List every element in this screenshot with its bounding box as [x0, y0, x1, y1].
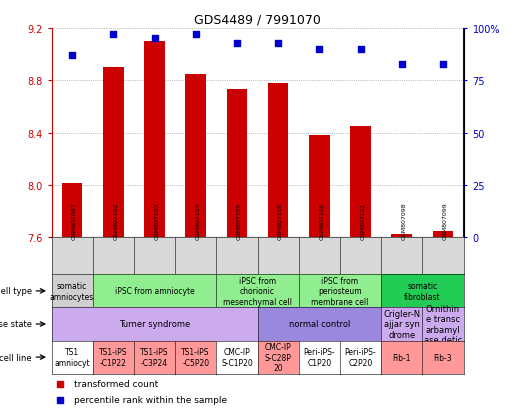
- Text: CMC-IP
S-C1P20: CMC-IP S-C1P20: [221, 348, 253, 367]
- Text: normal control: normal control: [288, 320, 350, 329]
- Text: GSM807101: GSM807101: [360, 202, 366, 240]
- Text: Fib-1: Fib-1: [392, 353, 411, 362]
- Text: Peri-iPS-
C1P20: Peri-iPS- C1P20: [303, 348, 335, 367]
- Text: GSM807100: GSM807100: [319, 202, 324, 240]
- Text: somatic
fibroblast: somatic fibroblast: [404, 282, 441, 301]
- Text: TS1-iPS
-C3P24: TS1-iPS -C3P24: [140, 348, 169, 367]
- Text: Crigler-N
ajjar syn
drome: Crigler-N ajjar syn drome: [383, 309, 420, 339]
- Text: GSM807106: GSM807106: [278, 202, 283, 240]
- Bar: [350, 127, 371, 237]
- Point: [274, 40, 282, 47]
- Text: Fib-3: Fib-3: [434, 353, 452, 362]
- Bar: [433, 231, 453, 237]
- Bar: [309, 136, 330, 237]
- Text: iPSC from
chorionic
mesenchymal cell: iPSC from chorionic mesenchymal cell: [223, 276, 292, 306]
- Text: percentile rank within the sample: percentile rank within the sample: [74, 395, 227, 404]
- Bar: [103, 68, 124, 237]
- Point: [398, 61, 406, 68]
- Text: GSM807097: GSM807097: [72, 202, 77, 240]
- Point: [150, 36, 159, 43]
- Text: TS1-iPS
-C1P22: TS1-iPS -C1P22: [99, 348, 128, 367]
- Bar: [185, 74, 206, 237]
- Bar: [227, 90, 247, 237]
- Title: GDS4489 / 7991070: GDS4489 / 7991070: [194, 13, 321, 26]
- Text: Peri-iPS-
C2P20: Peri-iPS- C2P20: [345, 348, 376, 367]
- Point: [192, 32, 200, 38]
- Text: CMC-IP
S-C28P
20: CMC-IP S-C28P 20: [265, 342, 291, 372]
- Text: TS1
amniocyt: TS1 amniocyt: [54, 348, 90, 367]
- Text: Ornithin
e transc
arbamyl
ase detic: Ornithin e transc arbamyl ase detic: [424, 304, 462, 344]
- Text: Turner syndrome: Turner syndrome: [119, 320, 190, 329]
- Text: GSM807104: GSM807104: [196, 202, 201, 240]
- Text: cell type: cell type: [0, 287, 32, 296]
- Point: [68, 53, 76, 59]
- Text: somatic
amniocytes: somatic amniocytes: [50, 282, 94, 301]
- Bar: [62, 184, 82, 237]
- Text: GSM807105: GSM807105: [237, 202, 242, 240]
- Bar: [144, 42, 165, 237]
- Text: transformed count: transformed count: [74, 379, 159, 388]
- Text: iPSC from amniocyte: iPSC from amniocyte: [115, 287, 194, 296]
- Point: [315, 47, 323, 53]
- Bar: [391, 235, 412, 237]
- Point: [109, 32, 117, 38]
- Text: disease state: disease state: [0, 320, 32, 329]
- Text: GSM807098: GSM807098: [402, 202, 407, 240]
- Text: GSM807099: GSM807099: [443, 202, 448, 240]
- Bar: [268, 84, 288, 237]
- Point: [439, 61, 447, 68]
- Text: cell line: cell line: [0, 353, 32, 362]
- Text: GSM807103: GSM807103: [154, 202, 160, 240]
- Text: GSM807102: GSM807102: [113, 202, 118, 240]
- Text: TS1-iPS
-C5P20: TS1-iPS -C5P20: [181, 348, 210, 367]
- Point: [233, 40, 241, 47]
- Point: [356, 47, 365, 53]
- Text: iPSC from
periosteum
membrane cell: iPSC from periosteum membrane cell: [311, 276, 369, 306]
